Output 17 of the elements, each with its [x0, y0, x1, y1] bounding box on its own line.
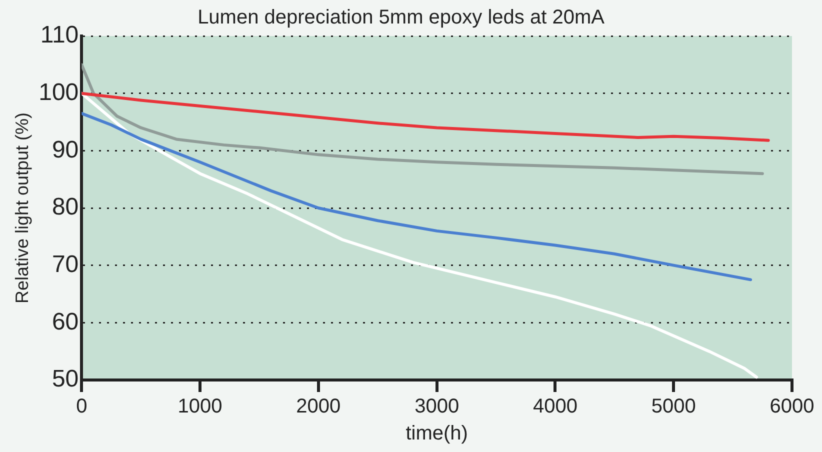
x-axis-title: time(h) — [406, 422, 468, 445]
x-tick-label: 5000 — [651, 396, 696, 418]
y-tick-label: 90 — [52, 136, 79, 164]
y-tick-label: 70 — [52, 250, 79, 278]
x-tick-label: 6000 — [770, 396, 814, 418]
y-tick-label: 50 — [52, 366, 79, 393]
y-tick-label: 80 — [52, 194, 79, 221]
x-tick-label: 2000 — [296, 396, 341, 418]
x-tick-label: 0 — [76, 396, 88, 418]
y-tick-label: 60 — [52, 308, 79, 336]
y-tick-label: 110 — [40, 22, 79, 49]
x-tick-label: 1000 — [178, 396, 222, 418]
y-tick-label: 100 — [38, 78, 79, 106]
chart-title: Lumen depreciation 5mm epoxy leds at 20mA — [198, 6, 606, 29]
y-axis-title: Relative light output (%) — [12, 112, 32, 304]
x-tick-label: 4000 — [532, 396, 578, 418]
x-tick-label: 3000 — [414, 396, 460, 418]
